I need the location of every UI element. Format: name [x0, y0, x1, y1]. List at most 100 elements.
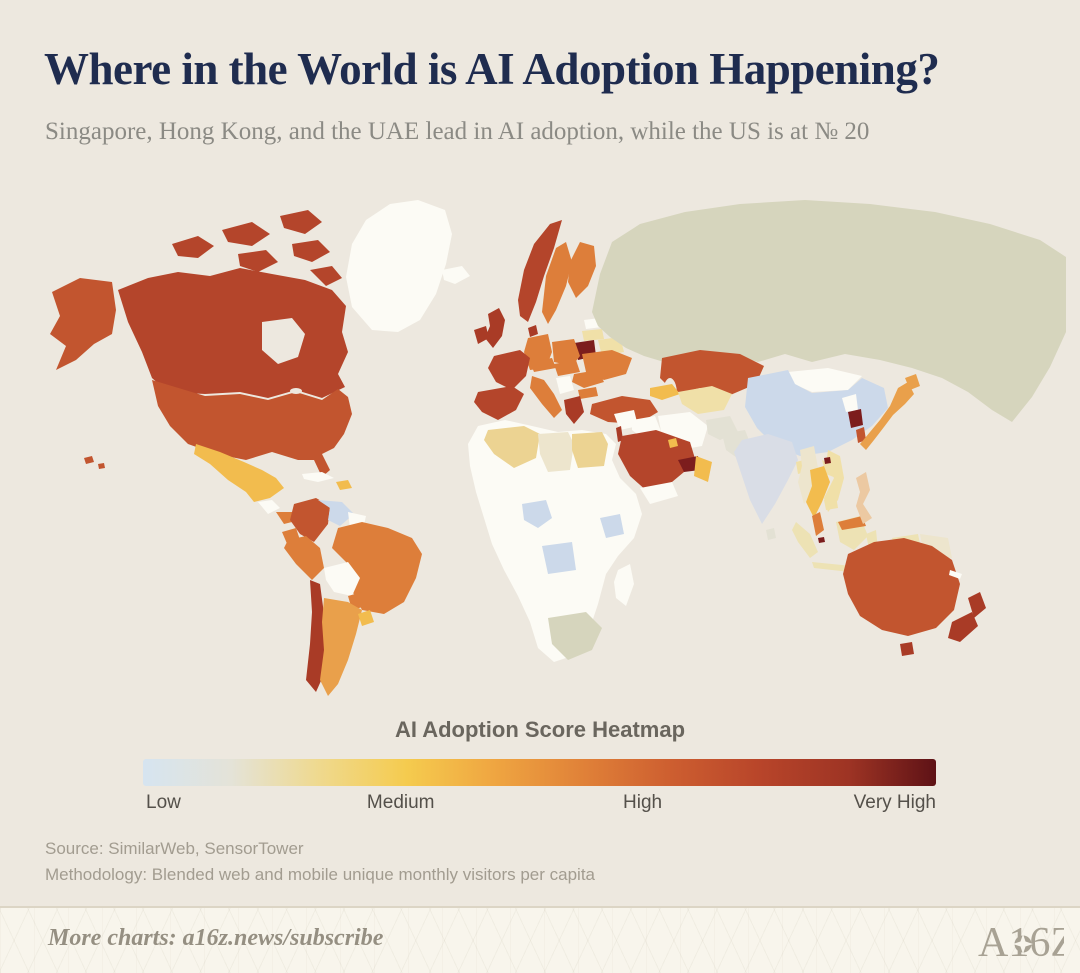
country-nz-north	[968, 592, 986, 618]
country-yemen	[640, 482, 678, 504]
world-map	[50, 200, 1066, 696]
page-subtitle: Singapore, Hong Kong, and the UAE lead i…	[45, 118, 870, 145]
country-north-korea	[842, 394, 858, 412]
country-mongolia	[788, 368, 862, 392]
scale-label-medium: Medium	[366, 792, 435, 813]
country-vietnam	[824, 450, 844, 512]
country-bulgaria	[578, 387, 598, 399]
hudson-bay	[262, 318, 305, 364]
scale-label-very-high: Very High	[853, 792, 936, 813]
country-sumatra	[792, 522, 818, 558]
country-mexico	[194, 444, 284, 502]
footer-bar: More charts: a16z.news/subscribe A16Z	[0, 906, 1080, 973]
country-india	[734, 434, 798, 524]
country-taiwan	[856, 427, 866, 443]
scale-label-high: High	[623, 792, 663, 813]
footer-subscribe-link[interactable]: More charts: a16z.news/subscribe	[48, 925, 384, 951]
country-china	[745, 370, 888, 456]
scale-label-low: Low	[146, 792, 181, 813]
country-alpine	[530, 358, 556, 372]
country-philippines	[856, 472, 872, 524]
country-israel	[616, 426, 623, 442]
country-canada-island	[238, 250, 278, 272]
country-italy	[530, 376, 562, 418]
country-egypt	[572, 432, 608, 468]
country-myanmar	[798, 446, 818, 504]
methodology-line: Methodology: Blended web and mobile uniq…	[45, 865, 595, 885]
country-central-europe	[554, 360, 580, 376]
country-hawaii	[84, 456, 105, 469]
country-canada-island	[222, 222, 270, 246]
legend-scale-labels: Low Medium High Very High	[143, 792, 936, 818]
country-nigeria	[522, 500, 552, 528]
country-usa	[152, 380, 352, 477]
country-finland	[568, 242, 596, 298]
country-nz-south	[948, 612, 978, 642]
country-norway	[518, 220, 562, 322]
legend-gradient-bar	[143, 759, 936, 786]
country-ireland	[474, 326, 489, 344]
country-south-africa	[548, 612, 602, 660]
country-iceland	[442, 266, 470, 284]
country-poland	[552, 339, 580, 366]
country-algeria	[484, 426, 540, 468]
country-colombia	[290, 498, 330, 542]
country-thailand	[806, 466, 830, 518]
country-uae	[678, 456, 700, 472]
country-uruguay	[358, 610, 374, 626]
country-spain	[474, 386, 524, 420]
country-canada-island	[292, 240, 330, 262]
country-tasmania	[900, 642, 914, 656]
country-turkey	[590, 396, 658, 424]
country-kenya	[600, 514, 624, 538]
country-canada-island	[172, 236, 214, 258]
great-lakes	[290, 388, 302, 394]
country-canada-island	[280, 210, 322, 234]
country-alaska	[50, 278, 116, 370]
a16z-logo-star	[1013, 934, 1033, 954]
country-south-korea	[848, 409, 863, 428]
country-singapore	[818, 537, 825, 543]
country-argentina	[320, 598, 362, 696]
country-central-asia	[678, 386, 732, 414]
country-france	[488, 350, 530, 390]
country-cuba	[302, 472, 334, 482]
country-peru	[284, 536, 324, 580]
country-sweden	[542, 242, 572, 324]
country-cambodia	[824, 496, 838, 510]
country-russia	[592, 200, 1066, 422]
country-japan	[860, 374, 920, 450]
country-malaysia	[812, 512, 824, 536]
country-caucasus	[650, 384, 680, 400]
country-uk	[485, 308, 505, 348]
country-canada	[118, 268, 348, 398]
page-title: Where in the World is AI Adoption Happen…	[44, 44, 940, 94]
source-note: Source: SimilarWeb, SensorTower Methodol…	[45, 836, 595, 889]
country-hispaniola	[336, 480, 352, 490]
country-new-caledonia	[949, 570, 962, 579]
a16z-logo: A16Z	[978, 920, 1064, 966]
country-balkans	[556, 376, 574, 394]
country-oman	[694, 456, 712, 482]
country-greenland	[346, 200, 452, 332]
country-kazakhstan	[660, 350, 764, 396]
country-australia	[843, 538, 960, 636]
country-guatemala	[258, 500, 280, 514]
country-bolivia	[324, 562, 360, 596]
legend-title: AI Adoption Score Heatmap	[394, 717, 686, 742]
country-qatar	[668, 438, 678, 448]
country-java	[812, 562, 852, 572]
country-latvia	[582, 329, 604, 341]
country-greece	[564, 396, 584, 424]
country-chile	[306, 580, 327, 692]
country-ukraine	[582, 350, 632, 380]
country-sri-lanka	[766, 528, 776, 540]
country-madagascar	[614, 564, 634, 606]
source-line: Source: SimilarWeb, SensorTower	[45, 839, 304, 858]
country-hong-kong	[824, 457, 831, 464]
country-brazil	[332, 522, 422, 614]
country-canada-island	[310, 266, 342, 286]
country-libya	[538, 432, 574, 472]
country-africa-base	[468, 420, 642, 662]
